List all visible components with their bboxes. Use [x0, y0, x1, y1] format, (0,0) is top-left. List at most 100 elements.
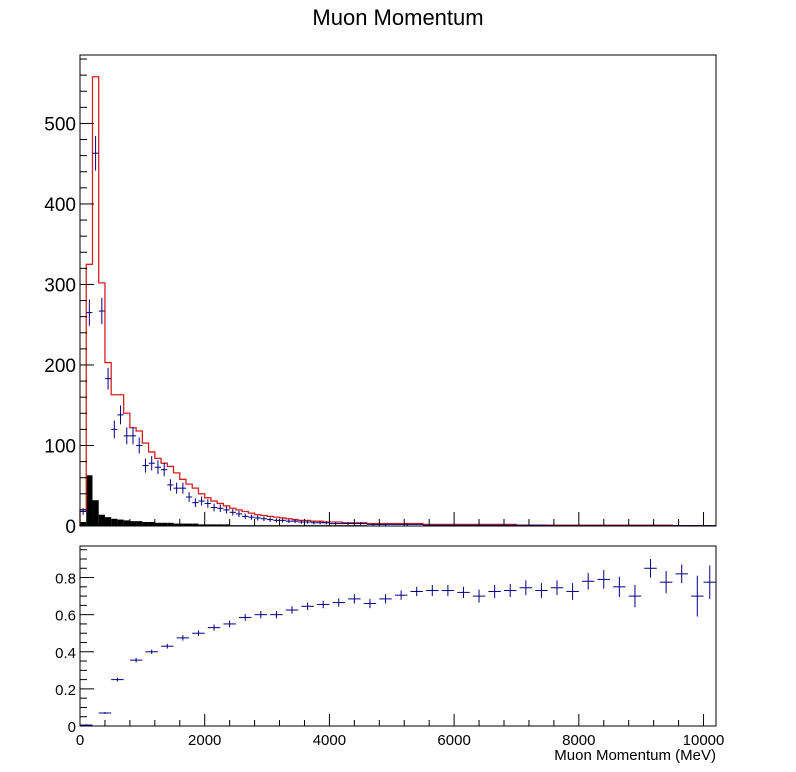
ratio-point [628, 584, 642, 608]
data-point [273, 518, 280, 523]
ratio-point [550, 580, 564, 596]
ratio-point [363, 598, 377, 609]
data-point [229, 508, 236, 516]
data-point [104, 367, 112, 390]
ratio-point [535, 583, 548, 598]
x-axis-label: Muon Momentum (MeV) [554, 747, 716, 764]
data-point [235, 510, 243, 518]
data-point [111, 420, 118, 439]
data-point [161, 462, 168, 477]
data-point [154, 460, 162, 475]
filled-bar [148, 521, 155, 526]
data-point [366, 523, 380, 526]
ratio-point [504, 584, 517, 598]
data-point [285, 519, 292, 524]
y-tick-label: 0.2 [55, 682, 76, 699]
data-point [267, 517, 274, 522]
ratio-point [301, 602, 314, 611]
ratio-point [597, 570, 610, 589]
ratio-point [332, 598, 345, 607]
filled-bar [123, 520, 130, 526]
data-point [142, 458, 149, 473]
ratio-point [441, 584, 455, 597]
filled-bar [111, 518, 118, 526]
filled-bar [186, 523, 193, 526]
y-tick-label: 200 [44, 356, 76, 377]
ratio-point [285, 606, 299, 614]
ratio-point [426, 584, 439, 597]
filled-bar [204, 524, 211, 526]
data-point [354, 522, 367, 525]
ratio-point [581, 572, 595, 590]
ratio-point [207, 624, 221, 631]
data-point [391, 523, 423, 526]
ratio-point [566, 583, 579, 600]
ratio-point [254, 610, 268, 619]
data-point [167, 479, 174, 491]
data-point [86, 299, 93, 326]
data-point [298, 520, 305, 524]
filled-bar [223, 524, 230, 526]
data-point [217, 504, 224, 513]
data-point [304, 520, 311, 524]
x-tick-label: 6000 [437, 732, 470, 749]
data-point [248, 514, 255, 520]
ratio-point [192, 630, 205, 636]
top-panel-histogram: 0 100 200 300 400 500 [44, 54, 717, 538]
filled-bar [161, 522, 168, 526]
data-point [204, 499, 211, 508]
ratio-point [613, 576, 626, 598]
data-point [186, 492, 193, 502]
ratio-point [644, 558, 657, 578]
x-tick-label: 8000 [562, 732, 595, 749]
ratio-point [145, 649, 158, 654]
ratio-point [379, 594, 392, 604]
ratio-point [703, 565, 716, 599]
data-point [92, 135, 99, 171]
filled-bar [198, 524, 205, 526]
data-point [136, 437, 143, 454]
data-point [173, 482, 180, 494]
ratio-point [457, 586, 470, 598]
chart-title: Muon Momentum [312, 5, 484, 30]
y-tick-label: 0 [65, 517, 76, 538]
data-point [223, 506, 230, 514]
data-point [148, 456, 155, 471]
data-point [292, 519, 299, 524]
data-point [129, 427, 137, 445]
ratio-point [519, 580, 533, 596]
filled-bar [117, 519, 124, 526]
y-tick-label: 300 [44, 275, 76, 296]
filled-bar [86, 475, 93, 526]
data-point [198, 496, 205, 506]
ratio-point [223, 620, 236, 628]
top-plot-frame [79, 54, 717, 527]
filled-bar [129, 521, 137, 526]
data-point [279, 518, 286, 523]
y-tick-label: 500 [44, 114, 76, 135]
bottom-panel-ratio: 0 0.2 0.4 0.6 0.8 0 2000 4000 6000 8000 10000 [55, 545, 725, 749]
data-point [98, 297, 105, 325]
ratio-point [98, 712, 112, 714]
filled-bar [167, 522, 174, 526]
filled-bar [179, 523, 186, 526]
data-point [323, 521, 330, 525]
data-point [123, 427, 130, 445]
filled-bar [142, 521, 149, 526]
data-point [242, 513, 249, 520]
x-tick-label: 0 [76, 732, 84, 749]
ratio-point [675, 564, 688, 584]
bottom-plot-frame [79, 545, 717, 727]
y-tick-label: 400 [44, 195, 76, 216]
x-tick-label: 4000 [313, 732, 346, 749]
x-tick-label: 10000 [683, 732, 725, 749]
data-point [117, 405, 124, 425]
data-point [179, 482, 186, 494]
data-point [260, 516, 268, 522]
filled-bar [210, 524, 218, 526]
data-point [329, 522, 342, 525]
filled-bar [104, 517, 112, 526]
data-point [80, 508, 87, 515]
data-point [254, 515, 261, 521]
